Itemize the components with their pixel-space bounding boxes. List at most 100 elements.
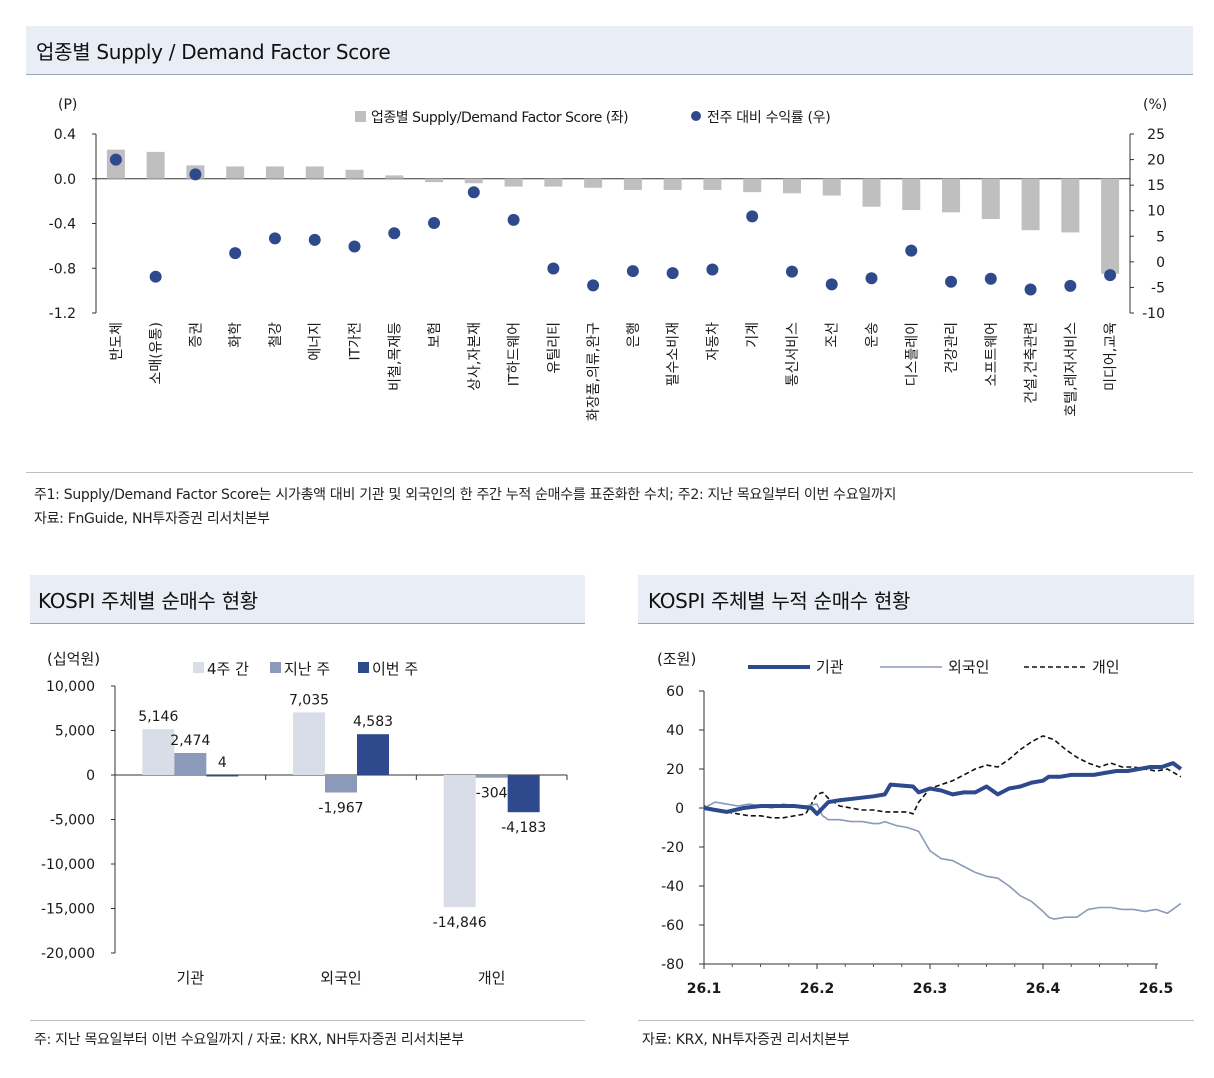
bar-value-label: -14,846	[433, 915, 487, 931]
y-tick-label: -20	[661, 840, 684, 856]
category-label: 기관	[177, 969, 205, 987]
category-label: 미디어,교육	[1103, 322, 1119, 391]
legend-label: 개인	[1092, 658, 1120, 676]
weekly-return-point	[1024, 283, 1037, 296]
bar-value-label: 4,583	[353, 714, 393, 730]
factor-score-bar	[504, 178, 523, 187]
x-tick-label: 26.2	[800, 981, 835, 997]
top-note-definition: 주1: Supply/Demand Factor Score는 시가총액 대비 …	[34, 487, 897, 503]
category-label: 조선	[825, 322, 841, 348]
bar-value-label: -1,967	[318, 801, 363, 817]
factor-score-bar	[703, 178, 722, 190]
y-tick-label: 20	[666, 762, 684, 778]
right-tick-label: 5	[1156, 229, 1165, 245]
legend-swatch	[358, 662, 369, 673]
category-label: 기계	[745, 322, 761, 348]
factor-score-bar	[942, 178, 961, 213]
weekly-return-point	[189, 168, 202, 181]
bar-value-label: 4	[218, 755, 227, 771]
series-line-외국인	[703, 801, 1182, 920]
y-tick-label: 60	[666, 684, 684, 700]
weekly-return-point	[467, 186, 480, 199]
br-header-rule	[638, 623, 1194, 624]
right-tick-label: 15	[1147, 178, 1165, 194]
net-buy-bar	[325, 775, 357, 793]
bl-panel-header	[30, 575, 585, 623]
category-label: 증권	[188, 322, 204, 348]
weekly-return-point	[547, 262, 560, 275]
category-label: 유틸리티	[546, 322, 562, 374]
factor-score-bar	[1061, 178, 1080, 233]
factor-score-bar	[265, 166, 284, 179]
weekly-return-point	[348, 240, 361, 253]
weekly-return-point	[109, 153, 122, 166]
legend-label: 이번 주	[372, 660, 418, 678]
legend-label-bar: 업종별 Supply/Demand Factor Score (좌)	[371, 110, 628, 126]
sector-factor-score-chart: 0.4 0.0 -0.4 -0.8 -1.2 25 20 15 10 5 0 -5 -10 (P) (%) 업…	[49, 97, 1168, 421]
factor-score-bar	[345, 169, 364, 179]
factor-score-bar	[425, 178, 444, 183]
y-tick-label: 10,000	[46, 679, 95, 695]
x-tick-label: 26.5	[1139, 981, 1174, 997]
bl-panel-title: KOSPI 주체별 순매수 현황	[38, 589, 258, 613]
factor-score-bar	[464, 178, 483, 184]
weekly-return-point	[984, 272, 997, 285]
factor-score-bar	[544, 178, 563, 187]
y-tick-label: 5,000	[55, 724, 95, 740]
legend-swatch-dot	[691, 111, 701, 121]
category-label: 건강관리	[944, 322, 960, 374]
br-panel-header	[638, 575, 1194, 623]
factor-score-bar	[981, 178, 1000, 220]
weekly-return-point	[706, 263, 719, 276]
weekly-return-point	[746, 210, 759, 223]
y-tick-label: 0	[675, 801, 684, 817]
left-tick-label: 0.4	[54, 127, 76, 143]
x-tick-label: 26.1	[687, 981, 722, 997]
weekly-return-point	[945, 275, 958, 288]
bar-value-label: 7,035	[289, 692, 329, 708]
category-label: 디스플레이	[904, 322, 920, 386]
legend-label: 기관	[816, 658, 844, 676]
weekly-return-point	[865, 272, 878, 285]
factor-score-bar	[663, 178, 682, 190]
br-panel-title: KOSPI 주체별 누적 순매수 현황	[648, 589, 911, 613]
category-label: 필수소비재	[666, 322, 682, 386]
weekly-return-point	[149, 270, 162, 283]
br-footer-rule	[638, 1020, 1194, 1021]
unit-label: (조원)	[657, 650, 696, 668]
bar-value-label: -4,183	[501, 820, 546, 836]
legend-label: 지난 주	[284, 660, 330, 678]
weekly-return-point	[666, 267, 679, 280]
factor-score-bar	[623, 178, 642, 190]
left-tick-label: -0.8	[49, 261, 76, 277]
factor-score-bar	[584, 178, 603, 188]
y-tick-label: -5,000	[50, 813, 95, 829]
weekly-return-point	[308, 233, 321, 246]
weekly-return-point	[905, 244, 918, 257]
weekly-return-point	[1104, 269, 1117, 282]
weekly-return-point	[1064, 279, 1077, 292]
category-label: 비철,목재등	[387, 322, 403, 391]
net-buy-bar	[443, 775, 476, 908]
net-buy-bar	[475, 775, 508, 778]
y-tick-label: 0	[86, 768, 95, 784]
top-note-source: 자료: FnGuide, NH투자증권 리서치본부	[34, 511, 270, 527]
left-tick-label: -0.4	[49, 217, 76, 233]
factor-score-bar	[782, 178, 801, 194]
y-tick-label: -80	[661, 957, 684, 973]
unit-label: (십억원)	[47, 650, 100, 668]
bl-note: 주: 지난 목요일부터 이번 수요일까지 / 자료: KRX, NH투자증권 리…	[34, 1032, 464, 1048]
factor-score-bar	[385, 175, 404, 179]
category-label: 반도체	[109, 322, 125, 361]
right-tick-label: 25	[1147, 127, 1165, 143]
net-buy-bar	[174, 752, 207, 775]
category-label: 에너지	[308, 322, 324, 361]
y-tick-label: -10,000	[41, 857, 95, 873]
factor-score-bar	[902, 178, 921, 211]
br-note: 자료: KRX, NH투자증권 리서치본부	[642, 1032, 850, 1048]
category-label: 소프트웨어	[984, 322, 1000, 386]
right-tick-label: -10	[1142, 306, 1165, 322]
category-label: 소매(유통)	[149, 322, 165, 384]
left-tick-label: -1.2	[49, 306, 76, 322]
